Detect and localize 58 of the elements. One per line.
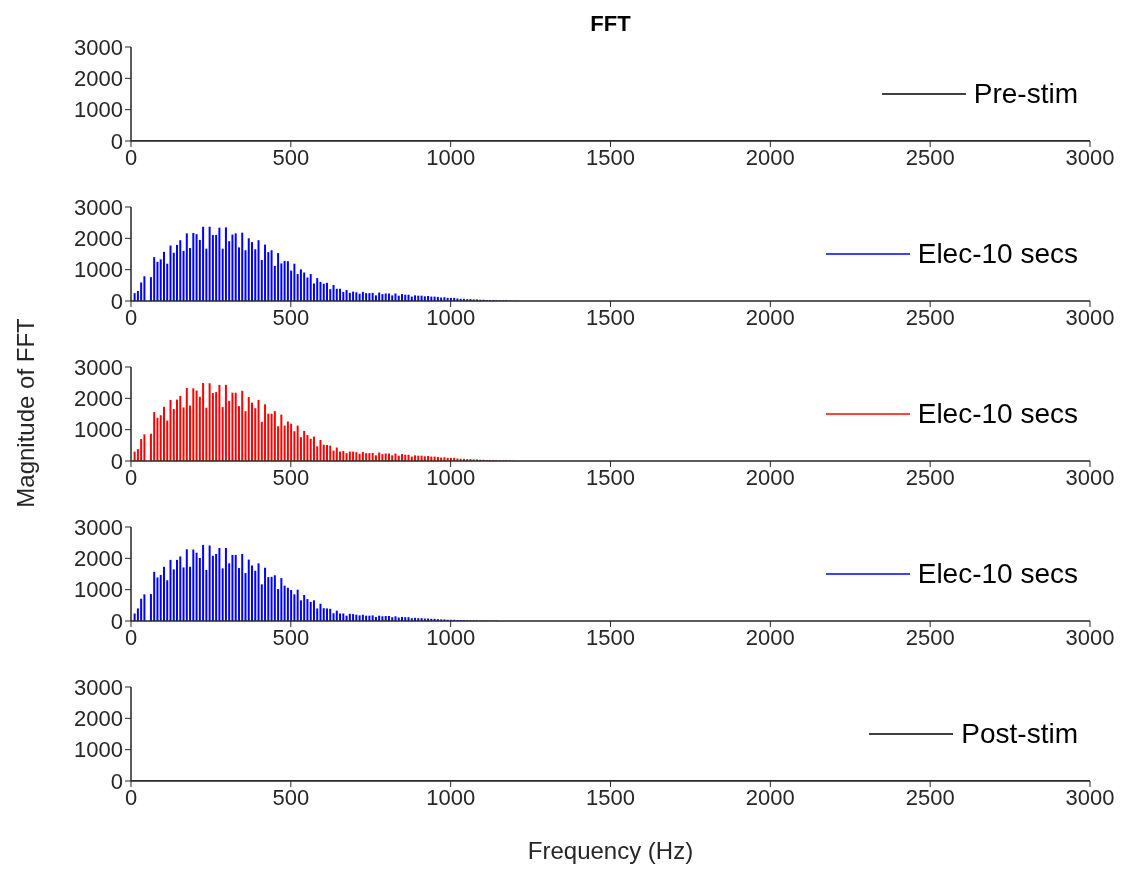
- x-tick-label: 2500: [905, 624, 955, 650]
- x-tick-label: 3000: [1065, 304, 1115, 330]
- x-tick-label: 3000: [1065, 144, 1115, 170]
- x-tick-label: 1000: [426, 784, 476, 810]
- x-tick-label: 2000: [745, 144, 795, 170]
- legend-label: Pre-stim: [973, 78, 1078, 110]
- x-tick-label: 2000: [745, 784, 795, 810]
- x-tick-label: 500: [272, 624, 310, 650]
- y-tick-label: 0: [110, 288, 123, 314]
- x-tick-label: 1000: [426, 464, 476, 490]
- y-tick-label: 3000: [74, 674, 123, 700]
- x-tick-label: 1000: [426, 624, 476, 650]
- x-axis-title: Frequency (Hz): [526, 837, 695, 865]
- chart-title: FFT: [589, 11, 632, 37]
- x-tick-label: 2500: [905, 304, 955, 330]
- x-tick-label: 3000: [1065, 784, 1115, 810]
- y-tick-label: 3000: [74, 194, 123, 220]
- x-tick-label: 2500: [905, 144, 955, 170]
- y-tick-label: 1000: [74, 97, 123, 123]
- legend-label: Elec-10 secs: [917, 238, 1078, 270]
- x-tick-label: 2000: [745, 304, 795, 330]
- y-tick-label: 0: [110, 768, 123, 794]
- y-tick-label: 2000: [74, 66, 123, 92]
- x-tick-label: 2500: [905, 464, 955, 490]
- x-tick-label: 2000: [745, 624, 795, 650]
- x-tick-label: 1500: [586, 304, 635, 330]
- x-tick-label: 1500: [586, 784, 635, 810]
- y-tick-label: 3000: [74, 354, 123, 380]
- y-tick-label: 1000: [74, 737, 123, 763]
- y-tick-label: 0: [110, 128, 123, 154]
- x-tick-label: 1500: [586, 464, 635, 490]
- y-tick-label: 1000: [74, 417, 123, 443]
- y-tick-label: 2000: [74, 386, 123, 412]
- y-tick-label: 0: [110, 448, 123, 474]
- y-tick-label: 1000: [74, 577, 123, 603]
- x-tick-label: 3000: [1065, 464, 1115, 490]
- x-tick-label: 2500: [905, 784, 955, 810]
- x-tick-label: 500: [272, 464, 310, 490]
- x-tick-label: 2000: [745, 464, 795, 490]
- x-tick-label: 1500: [586, 624, 635, 650]
- y-tick-label: 3000: [74, 34, 123, 60]
- y-tick-label: 2000: [74, 706, 123, 732]
- x-tick-label: 1000: [426, 304, 476, 330]
- y-tick-label: 2000: [74, 226, 123, 252]
- y-tick-label: 3000: [74, 514, 123, 540]
- y-axis-title: Magnitude of FFT: [12, 318, 40, 508]
- x-tick-label: 1500: [586, 144, 635, 170]
- legend-label: Post-stim: [961, 718, 1078, 750]
- x-tick-label: 500: [272, 304, 310, 330]
- x-tick-label: 3000: [1065, 624, 1115, 650]
- x-tick-label: 500: [272, 144, 310, 170]
- y-tick-label: 2000: [74, 546, 123, 572]
- y-tick-label: 0: [110, 608, 123, 634]
- legend-label: Elec-10 secs: [917, 558, 1078, 590]
- x-tick-label: 500: [272, 784, 310, 810]
- legend-label: Elec-10 secs: [917, 398, 1078, 430]
- x-tick-label: 1000: [426, 144, 476, 170]
- y-tick-label: 1000: [74, 257, 123, 283]
